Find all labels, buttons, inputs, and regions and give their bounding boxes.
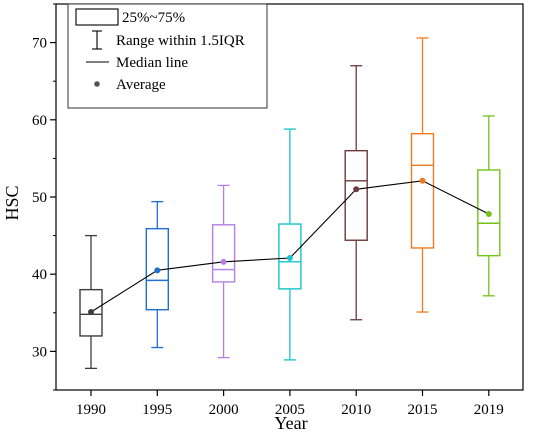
y-tick-label: 60 bbox=[32, 113, 47, 129]
y-axis-title: HSC bbox=[2, 185, 22, 220]
y-tick-label: 40 bbox=[32, 267, 47, 283]
mean-point bbox=[286, 254, 293, 261]
legend-label: Average bbox=[116, 77, 166, 93]
legend-label: Median line bbox=[116, 55, 188, 71]
mean-point bbox=[88, 309, 94, 316]
iqr-box bbox=[278, 223, 302, 290]
mean-point bbox=[353, 186, 360, 193]
x-tick-label: 2005 bbox=[275, 402, 305, 418]
y-tick-label: 50 bbox=[32, 190, 47, 206]
legend: 25%~75% Range within 1.5IQR Median line Ave… bbox=[67, 3, 268, 109]
mean-point bbox=[154, 267, 161, 274]
x-axis-title: Year bbox=[274, 413, 307, 433]
plot-area: 30 40 50 60 70 1990 1995 2000 2005 2010 2015 2019 bbox=[32, 3, 524, 418]
iqr-box bbox=[477, 169, 501, 257]
mean-point bbox=[485, 210, 492, 217]
x-tick-label: 2000 bbox=[209, 402, 239, 418]
legend-label: 25%~75% bbox=[122, 10, 185, 26]
x-tick-label: 2010 bbox=[341, 402, 371, 418]
legend-box-symbol bbox=[75, 8, 119, 26]
legend-label: Range within 1.5IQR bbox=[116, 33, 245, 49]
iqr-box bbox=[410, 132, 435, 249]
mean-point bbox=[220, 258, 227, 265]
x-tick-label: 2019 bbox=[474, 402, 504, 418]
y-tick-label: 70 bbox=[32, 36, 47, 52]
x-tick-label: 1995 bbox=[142, 402, 172, 418]
x-tick-label: 2015 bbox=[408, 402, 438, 418]
legend-average-symbol bbox=[94, 81, 100, 87]
iqr-box bbox=[211, 224, 236, 283]
mean-point bbox=[419, 177, 426, 184]
iqr-box bbox=[79, 288, 103, 337]
x-tick-label: 1990 bbox=[76, 402, 106, 418]
y-tick-label: 30 bbox=[32, 344, 47, 360]
iqr-box bbox=[344, 149, 368, 241]
